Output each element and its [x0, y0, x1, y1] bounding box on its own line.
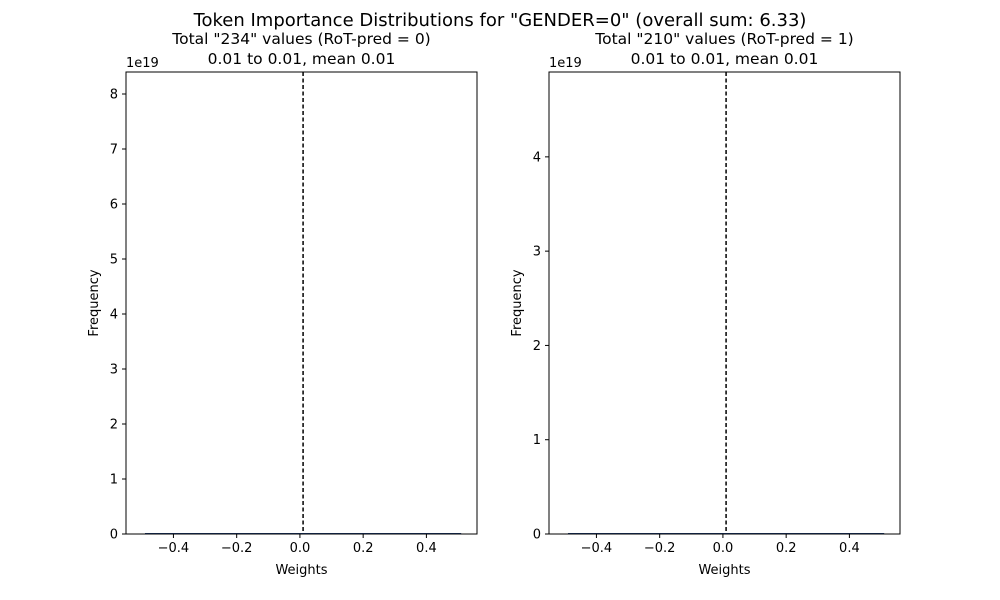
y-tick-label: 7: [110, 143, 118, 158]
y-tick-label: 1: [533, 433, 541, 448]
y-tick-label: 3: [533, 245, 541, 260]
y-axis-label: Frequency: [510, 269, 525, 336]
y-tick-label: 5: [110, 253, 118, 268]
y-tick-label: 1: [110, 473, 118, 488]
y-tick-label: 2: [533, 339, 541, 354]
x-axis-label: Weights: [275, 563, 327, 578]
y-tick-label: 4: [533, 150, 541, 165]
x-tick-label: −0.4: [581, 541, 613, 556]
x-tick-label: 0.2: [353, 541, 374, 556]
x-tick-label: −0.4: [158, 541, 190, 556]
subplot-title-line2: 0.01 to 0.01, mean 0.01: [631, 50, 819, 68]
axes-frame: [548, 71, 901, 535]
y-tick-label: 0: [110, 528, 118, 543]
subplot-title-line1: Total "234" values (RoT-pred = 0): [171, 30, 430, 48]
y-axis-label: Frequency: [87, 269, 102, 336]
x-tick-label: −0.2: [221, 541, 253, 556]
axes-frame: [125, 71, 478, 535]
x-tick-label: 0.0: [713, 541, 734, 556]
x-tick-label: 0.4: [839, 541, 860, 556]
y-tick-label: 3: [110, 363, 118, 378]
x-axis-label: Weights: [698, 563, 750, 578]
subplot-title-line1: Total "210" values (RoT-pred = 1): [594, 30, 853, 48]
y-tick-label: 4: [110, 308, 118, 323]
y-tick-label: 2: [110, 418, 118, 433]
y-tick-label: 0: [533, 528, 541, 543]
y-offset-label: 1e19: [549, 56, 582, 71]
y-tick-label: 8: [110, 88, 118, 103]
y-offset-label: 1e19: [126, 56, 159, 71]
x-tick-label: 0.0: [290, 541, 311, 556]
x-tick-label: 0.4: [416, 541, 437, 556]
subplot-title-line2: 0.01 to 0.01, mean 0.01: [208, 50, 396, 68]
figure-suptitle: Token Importance Distributions for "GEND…: [193, 10, 807, 31]
x-tick-label: −0.2: [644, 541, 676, 556]
subplot-left: Total "234" values (RoT-pred = 0) 0.01 to…: [87, 30, 478, 578]
subplot-right: Total "210" values (RoT-pred = 1) 0.01 to…: [510, 30, 901, 578]
x-tick-label: 0.2: [776, 541, 797, 556]
y-tick-label: 6: [110, 198, 118, 213]
